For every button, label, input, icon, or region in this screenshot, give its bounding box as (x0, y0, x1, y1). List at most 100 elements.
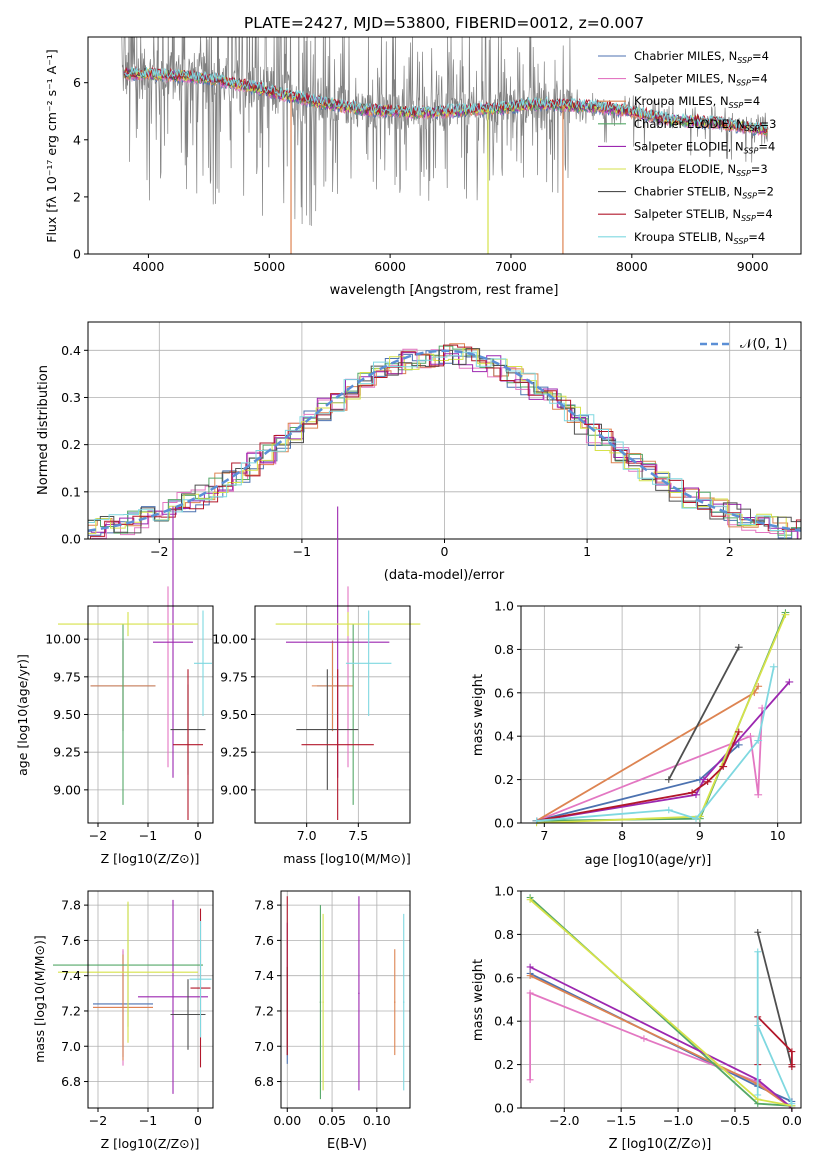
legend-nssp: =3 (760, 117, 777, 131)
histogram-ylabel: Normed distribution (36, 365, 51, 495)
mass-vs-ebv-panel: 0.00 0.05 0.10 6.8 7.0 7.2 7.4 7.6 7.8 (254, 890, 411, 1128)
y-tick-label: 0.2 (494, 1057, 514, 1072)
legend-model: Kroupa MILES, N (634, 94, 729, 108)
y-tick-label: 0.4 (494, 1014, 514, 1029)
legend-model: Salpeter MILES, N (634, 72, 736, 86)
y-tick-label: 10.00 (45, 632, 81, 647)
legend-label: Salpeter ELODIE, NSSP=4 (634, 139, 775, 155)
legend-subscript: SSP (742, 192, 757, 201)
legend-model: Salpeter ELODIE, N (634, 139, 744, 153)
x-tick-label: 7.5 (348, 828, 368, 843)
y-tick-label: 4 (73, 132, 81, 147)
legend-subscript: SSP (736, 169, 751, 178)
series-line (756, 951, 793, 1105)
y-tick-label: 7.0 (61, 1039, 81, 1054)
normal-curve (87, 349, 802, 532)
histogram-step (88, 348, 801, 539)
age-mass-xlabel: mass [log10(M/M⊙)] (283, 851, 411, 866)
y-tick-label: 0.4 (61, 343, 81, 358)
legend-label: Kroupa ELODIE, NSSP=3 (634, 162, 768, 178)
spectrum-panel: 4000 5000 6000 7000 8000 9000 0 2 4 6 Chabrier MI… (44, 36, 802, 298)
grid (88, 606, 213, 823)
y-tick-label: 7.8 (254, 898, 274, 913)
axes-frame (520, 605, 802, 824)
x-tick-label: −1.0 (663, 1113, 693, 1128)
x-tick-label: −0.5 (720, 1113, 750, 1128)
x-tick-label: −2 (150, 544, 168, 559)
spectrum-model-traces (123, 65, 768, 254)
ticks: 7.0 7.5 9.00 9.25 9.50 9.75 10.00 (212, 632, 368, 843)
x-tick-label: 7 (540, 828, 548, 843)
x-tick-label: −1 (139, 1113, 157, 1128)
y-tick-label: 6 (73, 75, 81, 90)
x-tick-label: −2 (89, 828, 107, 843)
model-spectrum-line (124, 66, 768, 132)
legend-label: Chabrier STELIB, NSSP=2 (634, 185, 774, 201)
x-tick-label: 0.10 (363, 1113, 391, 1128)
series-line (756, 931, 793, 1068)
y-tick-label: 9.50 (53, 707, 81, 722)
histogram-xlabel: (data-model)/error (384, 568, 505, 583)
mw-z-ylabel: mass weight (471, 959, 486, 1041)
grid (255, 606, 410, 823)
y-tick-label: 0.3 (61, 390, 81, 405)
legend-subscript: SSP (744, 146, 759, 155)
mass-z-xlabel: Z [log10(Z/Z⊙)] (101, 1136, 200, 1151)
y-tick-label: 0.2 (494, 772, 514, 787)
series-line (529, 899, 793, 1107)
y-tick-label: 7.8 (61, 898, 81, 913)
legend-subscript: SSP (729, 101, 744, 110)
x-tick-label: 7.0 (297, 828, 317, 843)
marks (526, 894, 796, 1112)
histogram-steps (88, 343, 801, 539)
mw-age-xlabel: age [log10(age/yr)] (585, 853, 712, 868)
series-line (668, 646, 740, 781)
legend-label: Kroupa MILES, NSSP=4 (634, 94, 760, 110)
y-tick-label: 0.1 (61, 484, 81, 499)
series-line (756, 1014, 793, 1067)
grid (88, 891, 213, 1108)
y-tick-label: 9.00 (53, 782, 81, 797)
y-tick-label: 10.00 (212, 632, 248, 647)
legend-model: Chabrier ELODIE, N (634, 117, 745, 131)
legend-nssp: =4 (752, 49, 769, 63)
y-tick-label: 6.8 (254, 1074, 274, 1089)
legend-subscript: SSP (745, 124, 760, 133)
mass-ebv-xlabel: E(B-V) (327, 1137, 367, 1152)
legend-nssp: =4 (758, 139, 775, 153)
series-line (536, 707, 763, 822)
x-tick-label: 0 (441, 544, 449, 559)
y-tick-label: 9.75 (53, 669, 81, 684)
series-line (529, 896, 792, 1107)
legend-nssp: =4 (748, 230, 765, 244)
marks (532, 609, 794, 827)
spectrum-xlabel: wavelength [Angstrom, rest frame] (330, 283, 559, 298)
spectrum-axes-frame (87, 36, 802, 255)
y-tick-label: 1.0 (494, 599, 514, 614)
massweight-vs-metallicity-panel: −2.0 −1.5 −1.0 −0.5 0.0 0.0 0.2 0.4 0.6 0.8 1.0 (494, 884, 802, 1129)
y-tick-label: 0.6 (494, 685, 514, 700)
legend-nssp: =3 (751, 162, 768, 176)
axes-frame (280, 890, 411, 1109)
ticks: −2 −1 0 6.8 7.0 7.2 7.4 7.6 7.8 (61, 898, 202, 1128)
y-tick-label: 0.6 (494, 970, 514, 985)
y-tick-label: 9.25 (220, 745, 248, 760)
grid (521, 890, 801, 1109)
histogram-legend-label: 𝒩(0, 1) (740, 337, 787, 352)
y-tick-label: 7.4 (61, 968, 81, 983)
legend-model: Chabrier STELIB, N (634, 185, 742, 199)
histogram-panel: −2 −1 0 1 2 0.0 0.1 0.2 0.3 0.4 𝒩(0, 1) (data-mod… (36, 321, 802, 583)
mass-vs-metallicity-panel: −2 −1 0 6.8 7.0 7.2 7.4 7.6 7.8 (53, 890, 214, 1128)
y-tick-label: 0.4 (494, 729, 514, 744)
ticks: −2 −1 0 9.00 9.25 9.50 9.75 10.00 (45, 632, 202, 843)
legend-label: Kroupa STELIB, NSSP=4 (634, 230, 765, 246)
x-tick-label: 8 (618, 828, 626, 843)
legend-model: Kroupa STELIB, N (634, 230, 734, 244)
legend-subscript: SSP (736, 79, 751, 88)
histogram-step (88, 345, 801, 536)
x-tick-label: 1 (583, 544, 591, 559)
legend-model: Kroupa ELODIE, N (634, 162, 736, 176)
figure-title: PLATE=2427, MJD=53800, FIBERID=0012, z=0… (244, 14, 644, 32)
legend-nssp: =2 (757, 185, 774, 199)
